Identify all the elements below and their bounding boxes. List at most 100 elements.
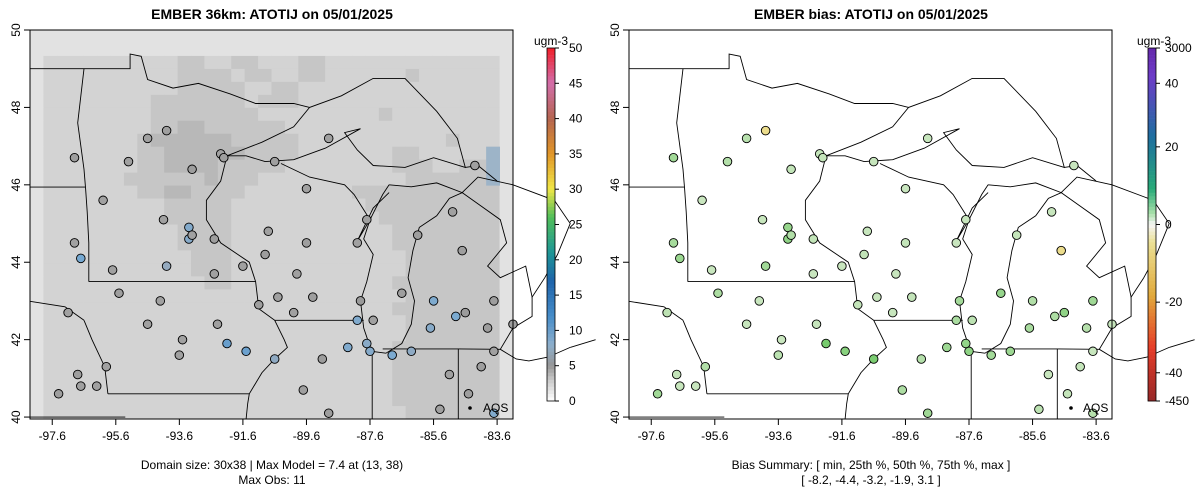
grid-cell	[97, 328, 111, 342]
site-marker	[671, 369, 682, 380]
y-tick-label: 50	[608, 23, 622, 37]
x-tick-label: -87.6	[356, 429, 384, 443]
grid-cell	[311, 250, 326, 264]
x-tick-label: -97.6	[638, 429, 666, 443]
grid-cell	[325, 198, 339, 212]
grid-cell	[137, 406, 152, 420]
site-marker	[1027, 296, 1038, 306]
colorbar-segment	[1148, 372, 1156, 377]
grid-cell	[70, 30, 85, 44]
grid-cell	[56, 172, 71, 186]
grid-cell	[191, 81, 205, 96]
grid-cell	[258, 68, 272, 83]
grid-cell	[110, 159, 125, 174]
colorbar-segment	[1148, 175, 1156, 179]
grid-cell	[486, 30, 500, 44]
grid-cell	[258, 146, 272, 161]
grid-cell	[472, 380, 487, 394]
grid-cell	[325, 393, 339, 407]
grid-cell	[244, 172, 259, 186]
grid-cell	[486, 185, 500, 199]
grid-cell	[150, 42, 165, 57]
grid-cell	[298, 30, 313, 44]
grid-cell	[405, 172, 420, 186]
grid-cell	[43, 250, 58, 264]
grid-cell	[284, 354, 299, 368]
grid-cell	[499, 380, 514, 394]
grid-cell	[298, 133, 313, 148]
grid-cell	[459, 94, 474, 109]
colorbar-segment	[547, 55, 555, 59]
grid-cell	[30, 185, 44, 199]
grid-cell	[378, 328, 393, 342]
colorbar-segment	[1148, 150, 1156, 155]
grid-cell	[217, 393, 232, 407]
site-marker	[158, 214, 169, 225]
grid-cell	[231, 55, 246, 70]
colorbar-segment	[1148, 182, 1156, 186]
colorbar-segment	[547, 217, 555, 222]
colorbar-segment	[1148, 231, 1156, 236]
grid-cell	[271, 81, 286, 96]
grid-cell	[258, 406, 272, 420]
grid-cell	[378, 224, 393, 238]
grid-cell	[378, 30, 393, 44]
site-marker	[887, 307, 898, 318]
grid-cell	[499, 406, 514, 420]
grid-cell	[472, 263, 487, 277]
site-marker	[142, 319, 153, 329]
grid-cell	[231, 120, 246, 135]
colorbar-segment	[1148, 125, 1156, 130]
grid-cell	[445, 341, 460, 355]
grid-cell	[110, 211, 125, 225]
grid-cell	[177, 367, 192, 381]
grid-cell	[204, 107, 219, 122]
grid-cell	[405, 68, 420, 83]
grid-cell	[150, 263, 165, 277]
grid-cell	[177, 68, 192, 83]
colorbar-segment	[547, 309, 555, 314]
grid-cell	[311, 55, 326, 70]
grid-cell	[150, 367, 165, 381]
grid-cell	[191, 367, 205, 381]
grid-cell	[244, 237, 259, 251]
grid-cell	[365, 107, 380, 122]
colorbar-segment	[547, 273, 555, 278]
grid-cell	[338, 237, 353, 251]
colorbar-segment	[1148, 245, 1156, 250]
grid-cell	[284, 94, 299, 109]
site-marker	[155, 296, 166, 306]
grid-cell	[110, 354, 125, 368]
grid-cell	[244, 146, 259, 161]
grid-cell	[271, 185, 286, 199]
grid-cell	[284, 68, 299, 83]
grid-cell	[499, 367, 514, 381]
grid-cell	[43, 354, 58, 368]
grid-cell	[110, 30, 125, 44]
grid-cell	[445, 42, 460, 57]
colorbar-segment	[1148, 383, 1156, 388]
grid-cell	[486, 393, 500, 407]
site-marker	[174, 350, 185, 360]
grid-cell	[43, 120, 58, 135]
grid-cell	[432, 185, 447, 199]
grid-cell	[150, 30, 165, 44]
site-marker	[482, 323, 493, 333]
grid-cell	[217, 289, 232, 303]
grid-cell	[472, 185, 487, 199]
grid-cell	[258, 185, 272, 199]
colorbar-label: -40	[1165, 366, 1183, 380]
grid-cell	[123, 68, 138, 83]
grid-cell	[258, 341, 272, 355]
grid-cell	[70, 94, 85, 109]
colorbar-segment	[547, 386, 555, 391]
site-marker	[818, 152, 828, 163]
colorbar-segment	[547, 185, 555, 190]
grid-cell	[338, 94, 353, 109]
grid-cell	[472, 68, 487, 83]
site-marker	[161, 261, 172, 271]
grid-cell	[392, 81, 407, 96]
grid-cell	[338, 55, 353, 70]
right-y-ticks: 40 42 44 46 48 50	[608, 23, 629, 424]
grid-cell	[352, 107, 366, 122]
